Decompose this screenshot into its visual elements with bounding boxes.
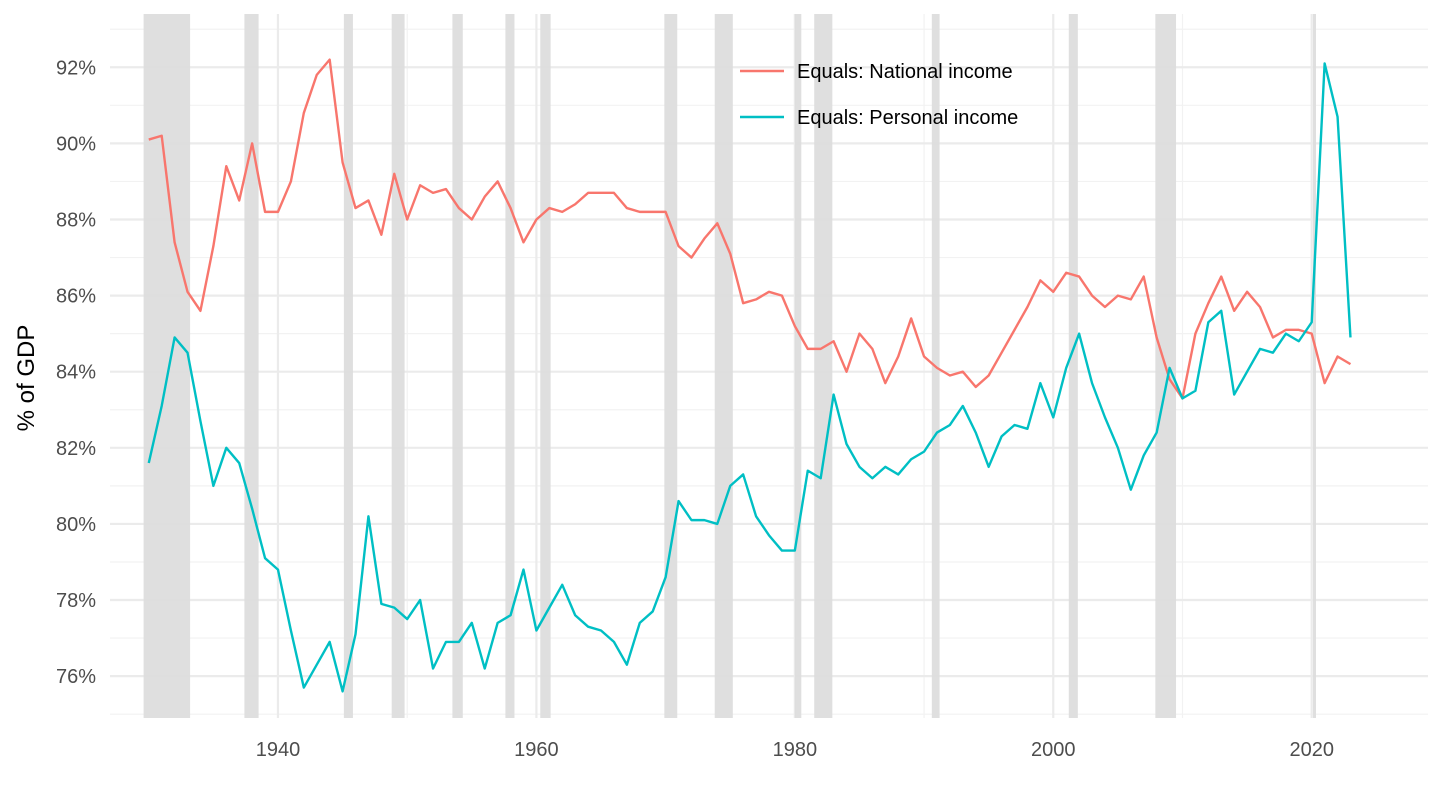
legend-label-2: Equals: Personal income [797,107,1018,129]
series-line-2 [147,62,1352,693]
recession-band [814,14,833,718]
x-tick-label: 2000 [1031,739,1076,761]
grid-minor [110,14,1428,718]
x-tick-label: 2020 [1289,739,1334,761]
y-tick-label: 84% [56,362,96,384]
recession-band [505,14,515,718]
recession-band [452,14,463,718]
y-axis-title: % of GDP [13,325,40,432]
recession-band [1312,14,1316,718]
series-lines [147,58,1352,693]
x-tick-label: 1940 [256,739,301,761]
recession-band [343,14,353,718]
legend: Equals: National income Equals: Personal … [740,61,1018,129]
x-tick-label: 1960 [514,739,559,761]
recession-band [540,14,551,718]
recession-band [664,14,678,718]
recession-band [794,14,802,718]
recession-band [244,14,259,718]
y-tick-label: 80% [56,514,96,536]
y-tick-label: 88% [56,209,96,231]
recession-band [143,14,191,718]
y-tick-label: 90% [56,133,96,155]
recession-band [391,14,405,718]
legend-label-1: Equals: National income [797,61,1013,83]
y-tick-label: 76% [56,666,96,688]
recession-shading [143,14,1316,718]
y-tick-label: 86% [56,286,96,308]
recession-band [1068,14,1078,718]
y-tick-label: 92% [56,57,96,79]
y-tick-label: 82% [56,438,96,460]
y-tick-label: 78% [56,590,96,612]
x-axis-ticks: 1940 1960 1980 2000 2020 [256,739,1334,761]
series-line-1 [148,58,1352,400]
recession-band [714,14,733,718]
y-axis-ticks: 76% 78% 80% 82% 84% 86% 88% 90% 92% [56,57,96,688]
x-tick-label: 1980 [773,739,818,761]
